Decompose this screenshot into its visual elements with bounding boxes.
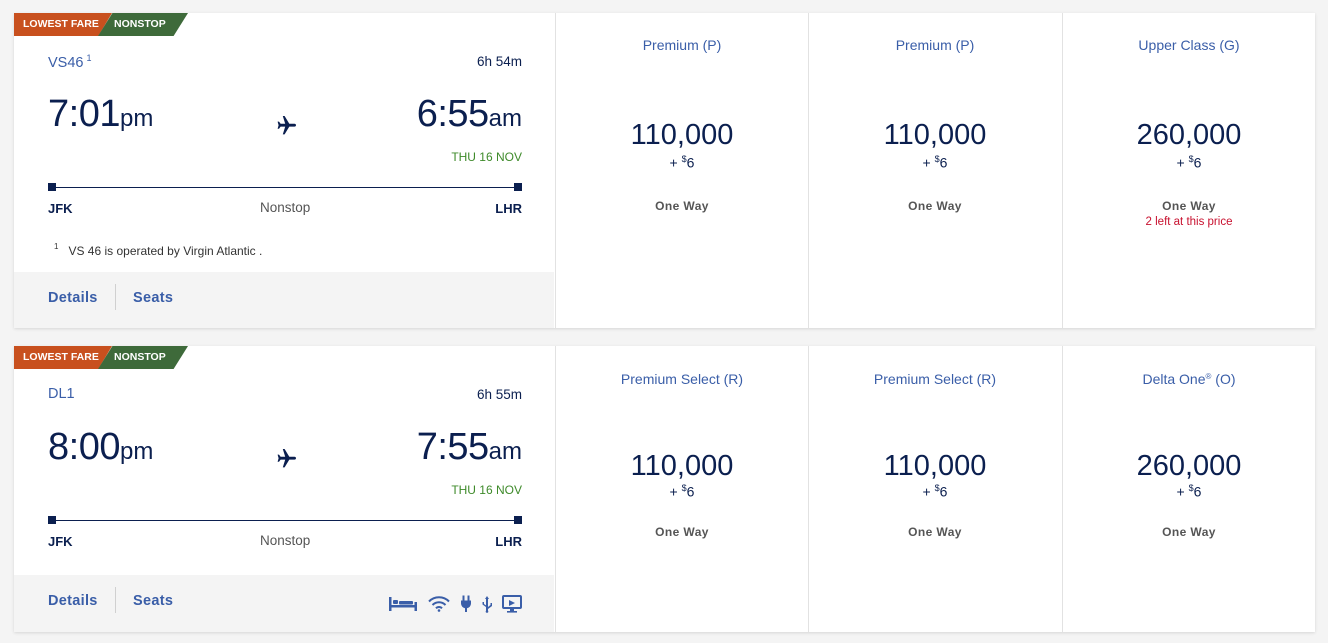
tax-fee: + $6 — [1176, 154, 1202, 171]
divider — [115, 587, 116, 613]
cabin-class: Delta One® (O) — [1142, 371, 1236, 387]
trip-type: One Way — [655, 199, 709, 213]
flight-number[interactable]: DL1 — [48, 386, 75, 402]
flat-bed-icon[interactable] — [388, 596, 418, 612]
departure-time: 7:01pm — [48, 93, 154, 135]
fare-option-premium-select[interactable]: Premium Select (R) 110,000 + $6 One Way — [555, 346, 808, 632]
usb-icon[interactable] — [482, 595, 492, 613]
flight-duration: 6h 55m — [476, 387, 522, 402]
trip-type: One Way — [655, 525, 709, 539]
route-line — [48, 183, 522, 191]
fare-option-premium-select[interactable]: Premium Select (R) 110,000 + $6 One Way — [808, 346, 1061, 632]
tax-fee: + $6 — [669, 154, 695, 171]
arrival-time: 6:55am — [416, 93, 522, 135]
footnote-marker: 1 — [86, 53, 92, 63]
miles-price: 260,000 — [1136, 119, 1242, 151]
destination-airport: LHR — [495, 201, 522, 216]
trip-type: One Way — [1162, 525, 1216, 539]
miles-price: 110,000 — [883, 450, 987, 482]
departure-time: 8:00pm — [48, 426, 154, 468]
tax-fee: + $6 — [1176, 483, 1202, 500]
tax-fee: + $6 — [669, 483, 695, 500]
arrival-date: THU 16 NOV — [451, 483, 522, 497]
flight-card-dl1: LOWEST FARE NONSTOP DL1 6h 55m 8:00pm 7:… — [14, 346, 1315, 632]
cabin-class: Premium Select (R) — [620, 371, 744, 387]
seats-link[interactable]: Seats — [133, 290, 174, 306]
flight-footer: Details Seats — [14, 272, 554, 328]
stops-label: Nonstop — [260, 200, 311, 215]
cabin-class: Premium (P) — [895, 37, 975, 53]
arrival-date: THU 16 NOV — [451, 150, 522, 164]
fare-option-upper-class[interactable]: Upper Class (G) 260,000 + $6 One Way 2 l… — [1062, 13, 1315, 328]
divider — [115, 284, 116, 310]
fare-option-premium[interactable]: Premium (P) 110,000 + $6 One Way — [808, 13, 1061, 328]
details-link[interactable]: Details — [48, 290, 98, 306]
flight-info: LOWEST FARE NONSTOP VS46 1 6h 54m 7:01pm … — [14, 13, 554, 328]
flight-duration: 6h 54m — [476, 54, 522, 69]
entertainment-screen-icon[interactable] — [502, 595, 522, 613]
power-outlet-icon[interactable] — [460, 595, 472, 613]
origin-airport: JFK — [48, 201, 73, 216]
trip-type: One Way — [908, 525, 962, 539]
miles-price: 110,000 — [630, 450, 734, 482]
amenities — [388, 595, 522, 613]
seats-left-alert: 2 left at this price — [1145, 216, 1233, 228]
fare-tags: LOWEST FARE NONSTOP — [14, 13, 194, 36]
wifi-icon[interactable] — [428, 596, 450, 612]
miles-price: 110,000 — [883, 119, 987, 151]
route-line — [48, 516, 522, 524]
airplane-icon — [277, 449, 296, 468]
fare-option-premium[interactable]: Premium (P) 110,000 + $6 One Way — [555, 13, 808, 328]
cabin-class: Upper Class (G) — [1138, 37, 1240, 53]
flight-card-vs46: LOWEST FARE NONSTOP VS46 1 6h 54m 7:01pm … — [14, 13, 1315, 328]
cabin-class: Premium (P) — [642, 37, 722, 53]
fare-tags: LOWEST FARE NONSTOP — [14, 346, 194, 369]
nonstop-tag: NONSTOP — [98, 346, 188, 369]
tax-fee: + $6 — [922, 154, 948, 171]
stops-label: Nonstop — [260, 533, 311, 548]
fare-option-delta-one[interactable]: Delta One® (O) 260,000 + $6 One Way — [1062, 346, 1315, 632]
nonstop-tag: NONSTOP — [98, 13, 188, 36]
lowest-fare-tag: LOWEST FARE — [14, 13, 112, 36]
miles-price: 110,000 — [630, 119, 734, 151]
trip-type: One Way — [908, 199, 962, 213]
flight-info: LOWEST FARE NONSTOP DL1 6h 55m 8:00pm 7:… — [14, 346, 554, 632]
details-link[interactable]: Details — [48, 593, 98, 609]
miles-price: 260,000 — [1136, 450, 1242, 482]
operated-by-footnote: 1 VS 46 is operated by Virgin Atlantic . — [54, 242, 263, 258]
cabin-class: Premium Select (R) — [873, 371, 997, 387]
airplane-icon — [277, 116, 296, 135]
lowest-fare-tag: LOWEST FARE — [14, 346, 112, 369]
destination-airport: LHR — [495, 534, 522, 549]
origin-airport: JFK — [48, 534, 73, 549]
trip-type: One Way — [1162, 199, 1216, 213]
flight-footer: Details Seats — [14, 575, 554, 632]
arrival-time: 7:55am — [416, 426, 522, 468]
flight-number[interactable]: VS46 1 — [48, 53, 92, 71]
seats-link[interactable]: Seats — [133, 593, 174, 609]
tax-fee: + $6 — [922, 483, 948, 500]
